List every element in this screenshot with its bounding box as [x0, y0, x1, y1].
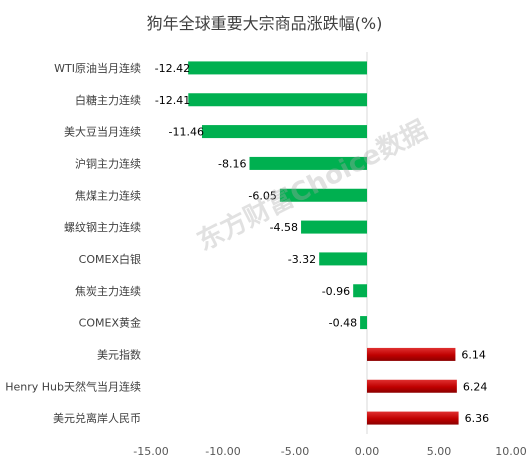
value-label: -4.58: [270, 221, 298, 234]
category-label: COMEX白银: [79, 252, 141, 266]
x-tick-label: 10.00: [495, 445, 527, 458]
category-label: 美元兑离岸人民币: [53, 411, 141, 425]
value-label: 6.36: [465, 412, 490, 425]
x-tick-label: -15.00: [133, 445, 168, 458]
category-label: 螺纹钢主力连续: [64, 220, 141, 234]
x-tick-label: -10.00: [205, 445, 240, 458]
value-label: -12.41: [155, 94, 190, 107]
bar: [201, 125, 367, 139]
value-label: 6.24: [463, 380, 488, 393]
value-label: -12.42: [155, 62, 190, 75]
bar: [367, 347, 456, 361]
x-tick-label: -5.00: [281, 445, 309, 458]
bar: [353, 284, 367, 298]
bar: [188, 61, 367, 75]
category-label: 美元指数: [97, 347, 141, 361]
bar: [367, 379, 457, 393]
bar: [360, 316, 367, 330]
category-label: 沪铜主力连续: [75, 156, 141, 170]
value-label: -0.48: [329, 317, 357, 330]
category-label: 焦炭主力连续: [75, 284, 141, 298]
bar: [367, 411, 459, 425]
x-tick-label: 5.00: [427, 445, 452, 458]
x-tick-label: 0.00: [355, 445, 380, 458]
category-label: Henry Hub天然气当月连续: [5, 379, 141, 393]
value-label: -0.96: [322, 285, 350, 298]
value-label: -8.16: [218, 157, 246, 170]
bar: [319, 252, 367, 266]
category-label: 美大豆当月连续: [64, 125, 141, 139]
category-label: WTI原油当月连续: [54, 61, 141, 75]
bar: [279, 188, 367, 202]
value-label: 6.14: [461, 348, 486, 361]
category-label: COMEX黄金: [79, 316, 141, 330]
value-label: -6.05: [248, 189, 276, 202]
value-label: -3.32: [288, 253, 316, 266]
bar: [301, 220, 367, 234]
bar: [249, 156, 367, 170]
chart-title: 狗年全球重要大宗商品涨跌幅(%): [146, 14, 383, 33]
category-label: 白糖主力连续: [75, 93, 141, 107]
category-label: 焦煤主力连续: [75, 188, 141, 202]
value-label: -11.46: [169, 126, 204, 139]
bar: [188, 93, 367, 107]
